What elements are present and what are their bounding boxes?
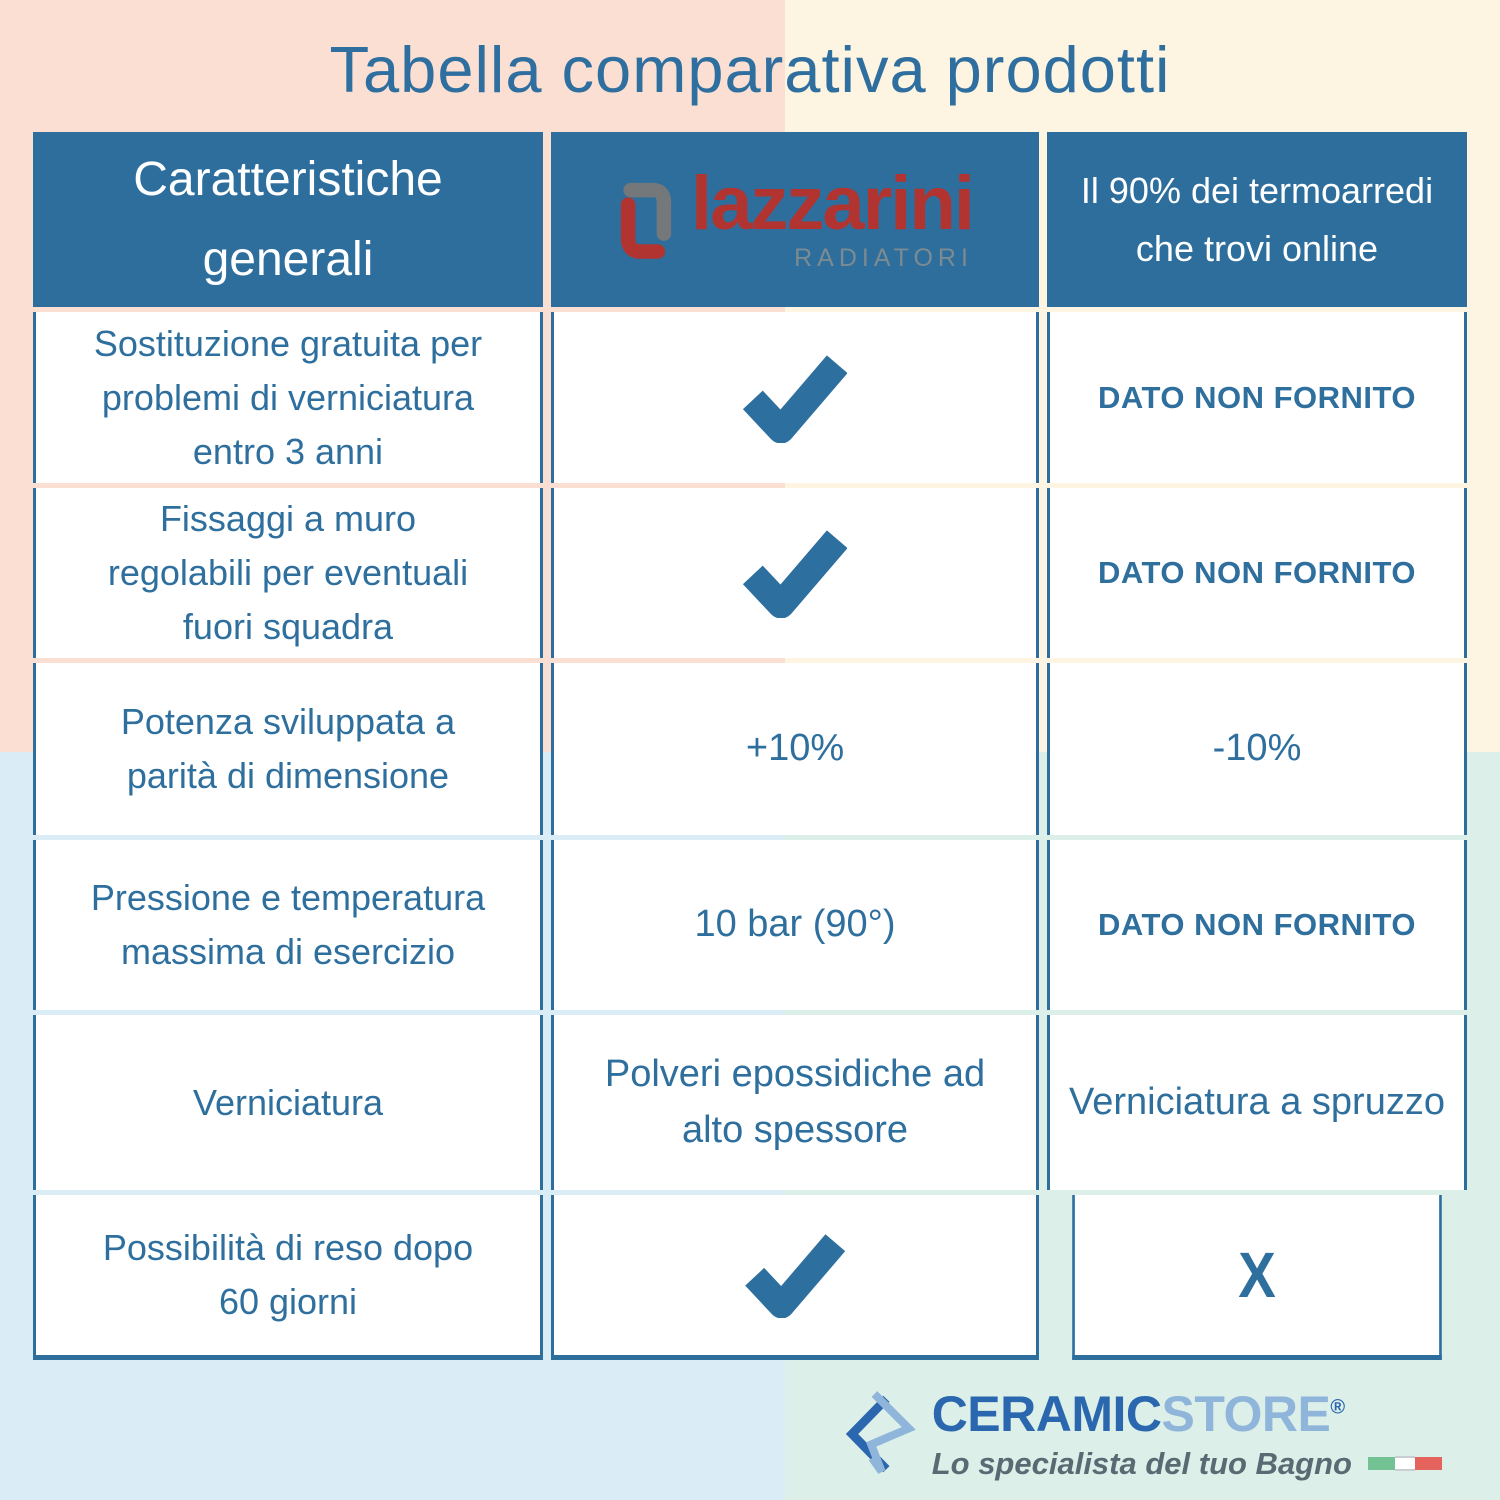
table-row-competitor-value: DATO NON FORNITO (1047, 840, 1467, 1010)
header-features-label: Caratteristiche generali (133, 153, 443, 286)
registered-trademark-icon: ® (1330, 1395, 1345, 1418)
flag-white-band (1395, 1456, 1415, 1471)
brand-store: STORE (1161, 1385, 1331, 1442)
table-row-feature: Possibilità di reso dopo 60 giorni (33, 1195, 543, 1360)
header-cell-competitor: Il 90% dei termoarredi che trovi online (1047, 132, 1467, 307)
lazzarini-subtitle: RADIATORI (794, 244, 973, 272)
table-row-feature: Verniciatura (33, 1015, 543, 1190)
table-row-feature: Fissaggi a muro regolabili per eventuali… (33, 488, 543, 658)
flag-red-band (1415, 1457, 1442, 1470)
lazzarini-logo-text: lazzarini RADIATORI (691, 161, 975, 273)
ceramicstore-text-block: CERAMICSTORE® Lo specialista del tuo Bag… (931, 1385, 1442, 1482)
table-row-lazzarini-value (551, 1195, 1039, 1360)
check-icon (745, 1234, 845, 1318)
table-row-feature: Potenza sviluppata a parità di dimension… (33, 663, 543, 835)
brand-ceramic: CERAMIC (931, 1385, 1162, 1442)
ceramicstore-logo: CERAMICSTORE® Lo specialista del tuo Bag… (836, 1384, 1442, 1484)
table-row-lazzarini-value: Polveri epossidiche ad alto spessore (551, 1015, 1039, 1190)
header-cell-lazzarini: lazzarini RADIATORI (551, 132, 1039, 307)
tagline-row: Lo specialista del tuo Bagno (932, 1446, 1442, 1482)
table-row-lazzarini-value (551, 312, 1039, 483)
brand-tagline: Lo specialista del tuo Bagno (931, 1445, 1352, 1481)
flag-green-band (1368, 1457, 1395, 1470)
table-row-lazzarini-value: +10% (551, 663, 1039, 835)
table-row-feature: Sostituzione gratuita per problemi di ve… (33, 312, 543, 483)
comparison-table: Caratteristiche generali lazzarini RADIA… (33, 132, 1467, 1360)
table-row-competitor-value: -10% (1047, 663, 1467, 835)
page-title: Tabella comparativa prodotti (329, 33, 1171, 106)
header-cell-features: Caratteristiche generali (33, 132, 543, 307)
check-icon (743, 354, 847, 443)
check-icon (743, 530, 847, 618)
italian-flag-icon (1368, 1456, 1442, 1471)
table-row-competitor-value: DATO NON FORNITO (1047, 488, 1467, 658)
lazzarini-logo-icon (620, 182, 672, 259)
table-row-lazzarini-value: 10 bar (90°) (551, 840, 1039, 1010)
lazzarini-name: lazzarini (691, 161, 975, 246)
table-row-competitor-value: Verniciatura a spruzzo (1047, 1015, 1467, 1190)
table-row-lazzarini-value (551, 488, 1039, 658)
header-competitor-label: Il 90% dei termoarredi che trovi online (1080, 169, 1434, 269)
lazzarini-logo: lazzarini RADIATORI (617, 161, 975, 273)
table-row-competitor-value: X (1072, 1195, 1442, 1360)
table-row-feature: Pressione e temperatura massima di eserc… (33, 840, 543, 1010)
table-row-competitor-value: DATO NON FORNITO (1047, 312, 1467, 483)
ceramicstore-diamond-icon (845, 1391, 916, 1474)
ceramicstore-wordmark: CERAMICSTORE® (931, 1385, 1345, 1442)
